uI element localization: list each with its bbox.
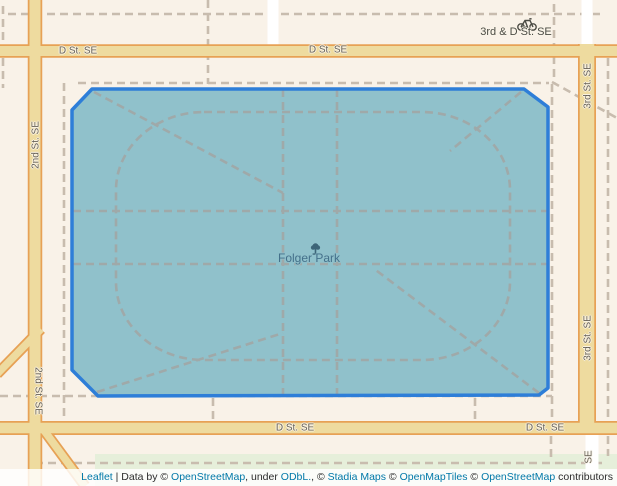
attribution-content: Leaflet | Data by © OpenStreetMap, under… — [81, 471, 613, 483]
openstreetmap-link[interactable]: OpenStreetMap — [171, 471, 246, 483]
folger-park-polygon[interactable] — [72, 89, 548, 396]
odbl-link[interactable]: ODbL. — [280, 471, 312, 483]
park-footpaths — [73, 89, 548, 396]
attribution-text: © — [386, 471, 400, 483]
attribution-text: © — [467, 471, 482, 483]
folger-park-layer — [70, 87, 550, 398]
openstreetmap-link-2[interactable]: OpenStreetMap — [481, 471, 556, 483]
attribution-text: , under — [245, 471, 281, 483]
stadia-maps-link[interactable]: Stadia Maps — [327, 471, 387, 483]
folger-park-outline — [70, 87, 550, 398]
attribution-text: , © — [311, 471, 328, 483]
leaflet-link[interactable]: Leaflet — [81, 471, 113, 483]
minor-roads-layer — [267, 0, 599, 472]
attribution-text: contributors — [555, 471, 613, 483]
attribution-bar: Leaflet | Data by © OpenStreetMap, under… — [0, 469, 617, 486]
attribution-text: | Data by © — [112, 471, 172, 483]
openmaptiles-link[interactable]: OpenMapTiles — [399, 471, 468, 483]
